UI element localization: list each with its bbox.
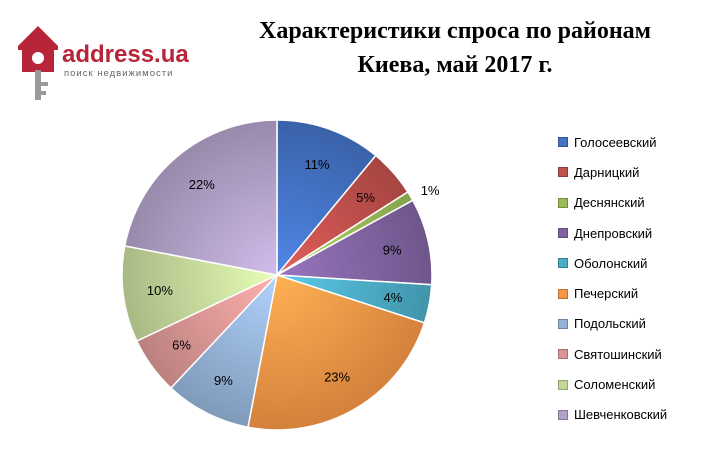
legend-item: Деснянский bbox=[558, 188, 703, 218]
slice-data-label: 6% bbox=[172, 337, 191, 352]
legend-swatch bbox=[558, 379, 568, 390]
legend-label: Голосеевский bbox=[574, 134, 657, 150]
slice-data-label: 5% bbox=[356, 190, 375, 205]
pie-slice bbox=[123, 119, 278, 276]
slice-data-label: 9% bbox=[214, 373, 233, 388]
legend-swatch bbox=[558, 197, 568, 208]
legend-item: Голосеевский bbox=[558, 127, 703, 157]
slice-data-label: 9% bbox=[383, 242, 402, 257]
legend-label: Шевченковский bbox=[574, 407, 668, 423]
pie-slice bbox=[247, 274, 426, 431]
pie-slice bbox=[274, 199, 433, 286]
chart-title-line-2: Киева, май 2017 г. bbox=[357, 52, 553, 78]
slice-data-label: 22% bbox=[189, 177, 215, 192]
legend-label: Подольский bbox=[574, 316, 646, 332]
slice-data-label: 23% bbox=[324, 370, 350, 385]
legend-label: Соломенский bbox=[574, 377, 656, 393]
legend-swatch bbox=[558, 288, 568, 299]
legend-label: Деснянский bbox=[574, 195, 645, 211]
legend-item: Печерский bbox=[558, 278, 703, 308]
legend-item: Дарницкий bbox=[558, 157, 703, 187]
chart-legend: Голосеевский Дарницкий Деснянский Днепровск… bbox=[558, 127, 703, 430]
slice-data-label: 1% bbox=[421, 183, 440, 198]
pie-slice bbox=[276, 119, 377, 278]
legend-swatch bbox=[558, 228, 568, 239]
chart-title-line-1: Характеристики спроса по районам bbox=[258, 18, 651, 44]
legend-swatch bbox=[558, 349, 568, 360]
legend-item: Соломенский bbox=[558, 369, 703, 399]
house-key-icon bbox=[18, 26, 58, 100]
legend-swatch bbox=[558, 318, 568, 329]
legend-swatch bbox=[558, 167, 568, 178]
pie-slice bbox=[169, 272, 279, 429]
logo-tagline: поиск недвижимости bbox=[64, 68, 173, 79]
legend-swatch bbox=[558, 258, 568, 269]
legend-swatch bbox=[558, 137, 568, 148]
legend-label: Печерский bbox=[574, 286, 639, 302]
slice-data-label: 10% bbox=[147, 283, 173, 298]
chart-title: Характеристики спроса по районам Киева, … bbox=[210, 14, 700, 82]
brand-logo[interactable]: address.ua поиск недвижимости bbox=[14, 14, 204, 104]
legend-label: Святошинский bbox=[574, 346, 662, 362]
legend-item: Шевченковский bbox=[558, 400, 703, 430]
logo-brand-text: address.ua bbox=[62, 41, 189, 68]
slice-data-label: 11% bbox=[304, 157, 329, 172]
legend-label: Оболонский bbox=[574, 255, 648, 271]
legend-item: Оболонский bbox=[558, 248, 703, 278]
legend-swatch bbox=[558, 409, 568, 420]
legend-item: Святошинский bbox=[558, 339, 703, 369]
legend-label: Днепровский bbox=[574, 225, 653, 241]
legend-label: Дарницкий bbox=[574, 164, 640, 180]
legend-item: Днепровский bbox=[558, 218, 703, 248]
legend-item: Подольский bbox=[558, 309, 703, 339]
slice-data-label: 4% bbox=[384, 290, 403, 305]
pie-slice bbox=[121, 245, 280, 342]
